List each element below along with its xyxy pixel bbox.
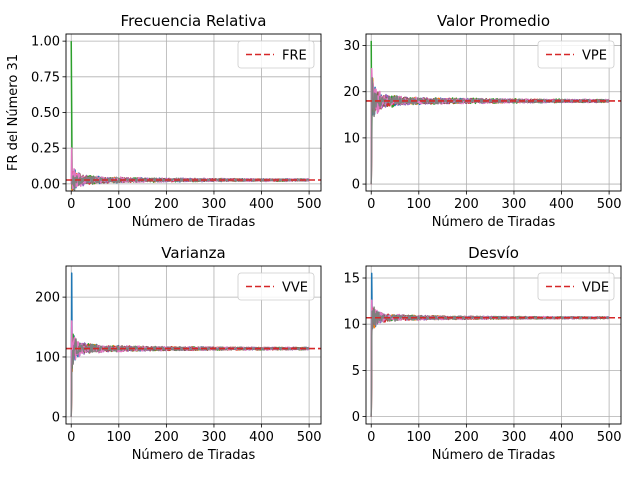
y-tick-label: 0.75	[31, 70, 60, 85]
series-line-3	[370, 303, 610, 417]
y-tick-label: 15	[343, 272, 360, 287]
y-tick-label: 1.00	[31, 35, 60, 50]
y-tick-label: 100	[35, 350, 60, 365]
x-tick-label: 0	[67, 430, 75, 445]
series-line-5	[370, 72, 610, 185]
y-tick-label: 0	[352, 410, 360, 425]
x-tick-label: 400	[549, 197, 574, 212]
legend-box	[537, 272, 615, 301]
legend: VVE	[237, 272, 315, 301]
series-line-2	[370, 309, 610, 417]
x-axis-label: Número de Tiradas	[132, 448, 256, 463]
series-line-6	[370, 310, 610, 417]
x-axis-label: Número de Tiradas	[132, 215, 256, 230]
x-tick-label: 500	[597, 197, 622, 212]
subplot-2: 0 100 200 300 400 500 0 10 20 30 Valor Promedio Núm…	[343, 12, 621, 230]
y-tick-label: 0.00	[31, 177, 60, 192]
y-tick-label: 0	[352, 178, 360, 193]
series-line-4	[70, 339, 310, 417]
series-line-7	[370, 67, 610, 185]
legend: VPE	[537, 40, 615, 69]
subplot-title: Varianza	[161, 244, 225, 262]
series-line-5	[370, 310, 610, 417]
subplot-3: 0 100 200 300 400 500 0 100 200 Varianza Número de…	[35, 244, 321, 463]
x-tick-label: 300	[202, 197, 227, 212]
x-tick-label: 100	[406, 430, 431, 445]
y-tick-label: 0.50	[31, 106, 60, 121]
y-tick-label: 20	[343, 85, 360, 100]
series-line-8	[370, 306, 610, 417]
axes-frame	[365, 265, 622, 425]
x-tick-label: 400	[549, 430, 574, 445]
x-tick-label: 200	[154, 197, 179, 212]
series-line-8	[370, 77, 610, 185]
x-tick-label: 300	[502, 430, 527, 445]
x-tick-label: 100	[106, 197, 131, 212]
x-tick-label: 500	[297, 197, 322, 212]
legend-box	[537, 40, 615, 69]
legend-box	[237, 40, 315, 69]
series-line-7	[70, 320, 310, 417]
x-axis-label: Número de Tiradas	[432, 215, 556, 230]
legend-box	[237, 272, 315, 301]
x-tick-label: 200	[454, 197, 479, 212]
x-tick-label: 100	[406, 197, 431, 212]
y-tick-label: 10	[343, 131, 360, 146]
x-tick-label: 0	[367, 430, 375, 445]
x-tick-label: 400	[249, 197, 274, 212]
y-tick-label: 0.25	[31, 142, 60, 157]
series-line-2	[370, 77, 610, 185]
subplot-4: 0 100 200 300 400 500 0 5 10 15 Desvío Número de Ti…	[343, 244, 621, 463]
x-tick-label: 300	[202, 430, 227, 445]
x-tick-label: 100	[106, 430, 131, 445]
legend-label: VPE	[582, 49, 607, 64]
subplot-title: Desvío	[468, 244, 519, 262]
subplot-1: 0 100 200 300 400 500 0.00 0.25 0.50 0.75 1.00 Frec…	[6, 12, 322, 230]
series-line-4	[370, 90, 610, 185]
x-tick-label: 200	[154, 430, 179, 445]
x-tick-label: 500	[597, 430, 622, 445]
legend: VDE	[537, 272, 615, 301]
subplot-title: Frecuencia Relativa	[121, 12, 267, 30]
x-tick-label: 400	[249, 430, 274, 445]
legend-label: FRE	[282, 49, 307, 64]
y-tick-label: 30	[343, 39, 360, 54]
x-tick-label: 200	[454, 430, 479, 445]
axes-frame	[65, 33, 322, 192]
subplot-title: Valor Promedio	[437, 12, 550, 30]
x-axis-label: Número de Tiradas	[432, 448, 556, 463]
legend-label: VDE	[582, 281, 609, 296]
y-tick-label: 0	[52, 410, 60, 425]
series-line-6	[70, 340, 310, 417]
x-tick-label: 0	[367, 197, 375, 212]
axes-frame	[65, 265, 322, 425]
axes-frame	[365, 33, 622, 192]
legend: FRE	[237, 40, 315, 69]
y-tick-label: 5	[352, 364, 360, 379]
x-tick-label: 0	[67, 197, 75, 212]
y-tick-label: 200	[35, 291, 60, 306]
x-tick-label: 300	[502, 197, 527, 212]
y-axis-label: FR del Número 31	[6, 54, 21, 171]
series-line-5	[70, 338, 310, 417]
y-tick-label: 10	[343, 318, 360, 333]
legend-label: VVE	[282, 281, 308, 296]
series-line-3	[70, 326, 310, 417]
x-tick-label: 500	[297, 430, 322, 445]
